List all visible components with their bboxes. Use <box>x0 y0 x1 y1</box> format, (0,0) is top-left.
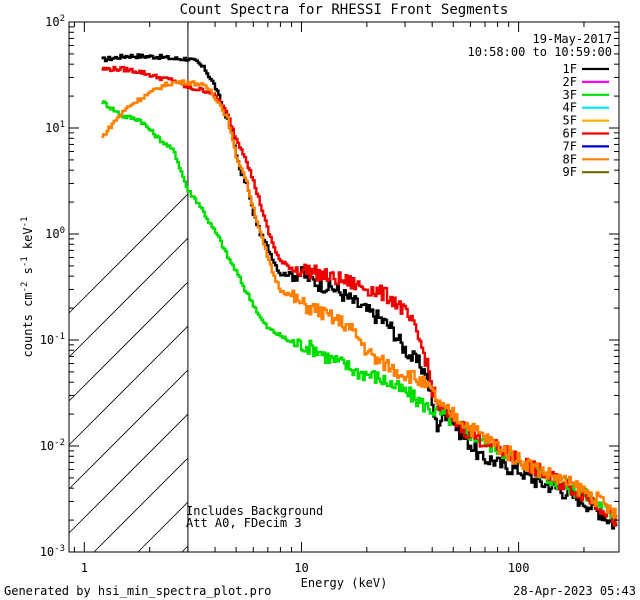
legend-time-range: 10:58:00 to 10:59:00 <box>468 45 613 59</box>
x-axis-label: Energy (keV) <box>301 576 388 590</box>
legend-label-9F: 9F <box>563 165 577 179</box>
series-8F <box>101 79 618 519</box>
legend-label-7F: 7F <box>563 139 577 153</box>
footer-generated: Generated by hsi_min_spectra_plot.pro <box>4 584 271 598</box>
y-tick-label: 10-3 <box>40 544 65 559</box>
y-tick-label: 102 <box>45 14 65 29</box>
legend-label-2F: 2F <box>563 75 577 89</box>
series-layer <box>101 53 618 530</box>
x-axis: 10 100 1 <box>73 22 585 575</box>
x-tick-label: 100 <box>508 561 530 575</box>
series-3F <box>101 100 618 525</box>
x-tick-label: 10 <box>294 561 308 575</box>
legend-label-4F: 4F <box>563 101 577 115</box>
x-tick-label: 1 <box>81 561 88 575</box>
legend-date: 19-May-2017 <box>533 32 612 46</box>
footer-timestamp: 28-Apr-2023 05:43 <box>513 584 636 598</box>
chart-title: Count Spectra for RHESSI Front Segments <box>180 2 509 18</box>
legend-label-6F: 6F <box>563 127 577 141</box>
annotation-background: Includes Background <box>186 504 323 518</box>
legend-label-1F: 1F <box>563 62 577 76</box>
energy-cutoff-hatch <box>68 193 189 553</box>
series-1F <box>101 53 618 530</box>
y-axis-label: counts cm-2 s-1 keV-1 <box>20 217 35 358</box>
y-tick-label: 100 <box>45 226 65 241</box>
hatch-lines <box>68 193 189 553</box>
legend-label-3F: 3F <box>563 88 577 102</box>
legend-label-8F: 8F <box>563 152 577 166</box>
plot-frame <box>68 21 620 553</box>
y-tick-label: 10-2 <box>40 438 65 453</box>
legend-label-5F: 5F <box>563 114 577 128</box>
y-tick-label: 10-1 <box>40 332 65 347</box>
annotation-attenuator: Att A0, FDecim 3 <box>186 516 302 530</box>
y-tick-label: 101 <box>45 120 65 135</box>
series-6F <box>101 65 618 527</box>
y-axis: 10-3 10-2 10-1 100 101 102 <box>40 14 619 559</box>
legend: 19-May-2017 10:58:00 to 10:59:00 1F2F3F4… <box>468 32 613 179</box>
